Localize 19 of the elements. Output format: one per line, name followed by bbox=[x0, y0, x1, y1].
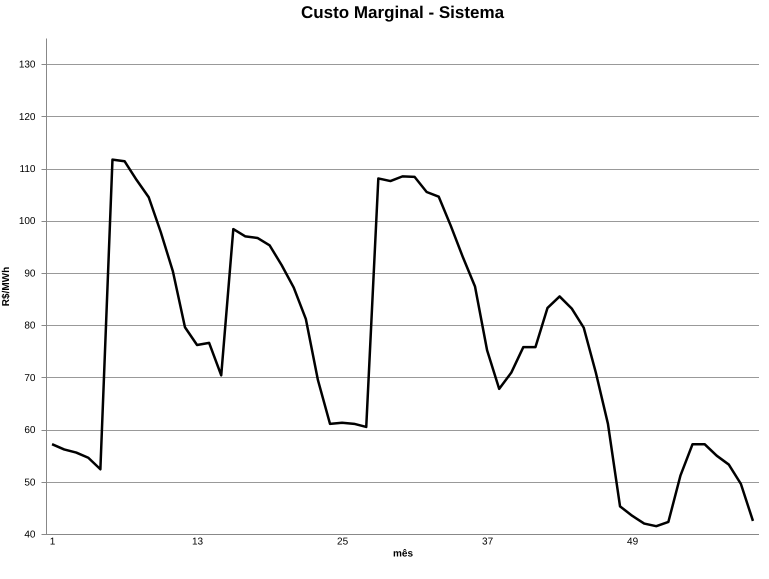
y-tick-label: 120 bbox=[18, 112, 36, 123]
x-tick-label: 13 bbox=[192, 536, 204, 548]
y-tick-label: 40 bbox=[24, 530, 36, 540]
y-tick-label: 50 bbox=[24, 477, 36, 488]
chart-title: Custo Marginal - Sistema bbox=[300, 3, 505, 22]
x-tick-label: 37 bbox=[482, 536, 494, 548]
x-tick-label: 25 bbox=[337, 536, 349, 548]
y-tick-label: 130 bbox=[18, 60, 36, 71]
y-tick-label: 90 bbox=[24, 268, 36, 280]
y-axis-title: R$/MWh bbox=[0, 266, 12, 306]
y-tick-label: 100 bbox=[18, 216, 36, 228]
x-tick-label: 1 bbox=[50, 536, 56, 548]
line-series bbox=[50, 158, 754, 528]
y-tick-label: 60 bbox=[24, 425, 36, 436]
x-axis-title: mês bbox=[392, 548, 414, 560]
y-tick-label: 70 bbox=[24, 372, 36, 384]
x-tick-label: 49 bbox=[627, 536, 639, 548]
y-tick-label: 110 bbox=[20, 164, 36, 176]
y-tick-label: 80 bbox=[24, 320, 36, 332]
